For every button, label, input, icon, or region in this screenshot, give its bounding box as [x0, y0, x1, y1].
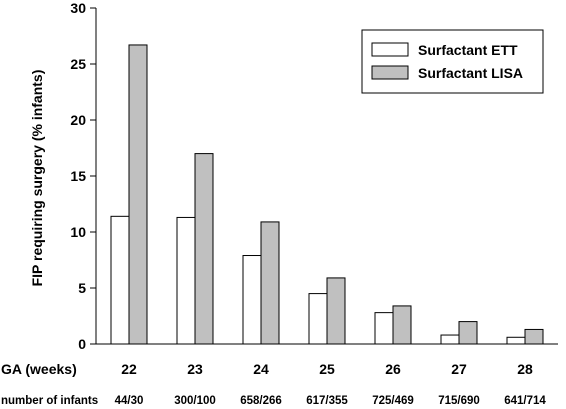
- bar-lisa: [524, 328, 544, 345]
- count-label: 715/690: [438, 395, 480, 407]
- y-tick-label: 20: [70, 112, 86, 128]
- bar-lisa: [458, 321, 478, 345]
- count-label: 641/714: [504, 395, 546, 407]
- legend-swatch-lisa: [371, 65, 409, 80]
- bar-ett: [242, 255, 262, 345]
- legend: Surfactant ETT Surfactant LISA: [361, 29, 544, 94]
- bar-ett: [506, 336, 526, 345]
- y-tick-label: 0: [78, 336, 86, 352]
- x-tick-label: 26: [385, 361, 401, 377]
- bar-ett: [440, 334, 460, 345]
- bar-lisa: [128, 44, 148, 345]
- x-tick-label: 28: [517, 361, 533, 377]
- legend-label-lisa: Surfactant LISA: [418, 65, 523, 81]
- count-label: 44/30: [115, 395, 144, 407]
- y-tick-label: 5: [78, 280, 86, 296]
- x-tick-label: 25: [319, 361, 335, 377]
- legend-label-ett: Surfactant ETT: [418, 42, 518, 58]
- x-tick-label: 22: [121, 361, 137, 377]
- bar-ett: [110, 215, 130, 345]
- ga-row-label: GA (weeks): [1, 361, 77, 377]
- count-label: 300/100: [174, 395, 216, 407]
- legend-swatch-ett: [371, 42, 409, 57]
- count-label: 725/469: [372, 395, 414, 407]
- bar-ett: [176, 216, 196, 345]
- bar-ett: [308, 293, 328, 345]
- y-axis-title: FIP requiring surgery (% infants): [29, 70, 45, 287]
- x-tick-label: 27: [451, 361, 467, 377]
- bar-ett: [374, 312, 394, 345]
- bar-lisa: [392, 305, 412, 345]
- bar-lisa: [194, 153, 214, 345]
- bars: [110, 44, 544, 345]
- y-ticks: 0 5 10 15 20 25 30: [70, 0, 96, 352]
- y-tick-label: 25: [70, 56, 86, 72]
- count-label: 658/266: [240, 395, 282, 407]
- bar-lisa: [260, 221, 280, 345]
- count-label: 617/355: [306, 395, 348, 407]
- bar-lisa: [326, 277, 346, 345]
- x-ticks: 22 44/30 23 300/100 24 658/266 25 617/355 26 725/…: [115, 361, 547, 407]
- y-tick-label: 15: [70, 168, 86, 184]
- count-row-label: number of infants: [1, 395, 98, 407]
- x-tick-label: 23: [187, 361, 203, 377]
- y-tick-label: 10: [70, 224, 86, 240]
- y-tick-label: 30: [70, 0, 86, 16]
- legend-frame: [361, 29, 544, 94]
- x-tick-label: 24: [253, 361, 269, 377]
